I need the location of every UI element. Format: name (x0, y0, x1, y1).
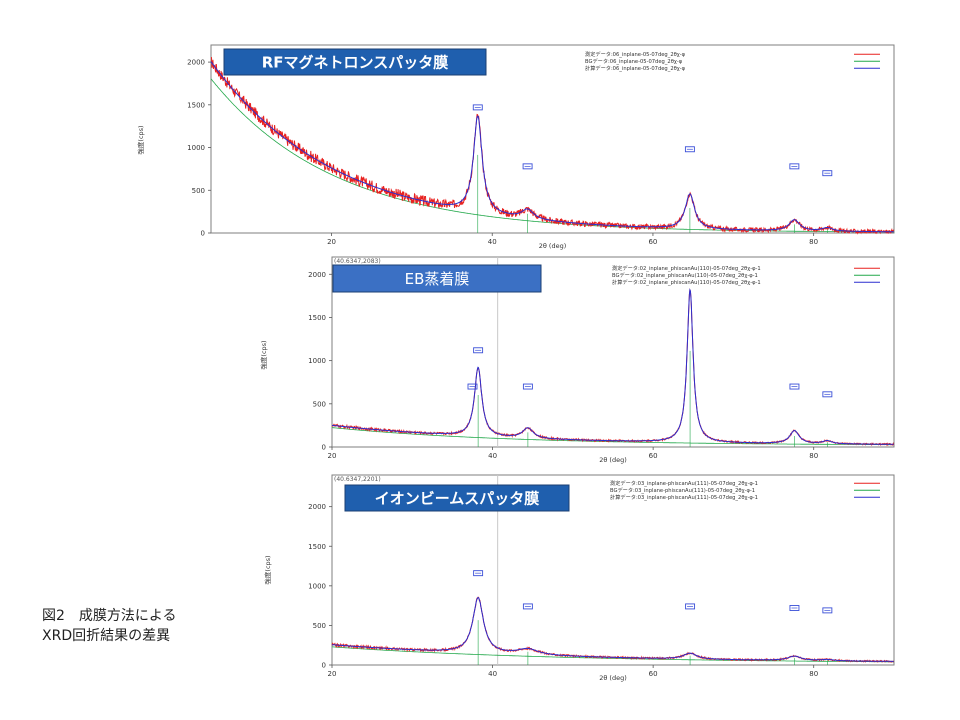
peak-marker-box (522, 163, 533, 170)
legend-entry-label: 計算データ:06_inplane-05-07deg_2θχ-φ (585, 64, 686, 72)
series-measured-line (210, 56, 895, 235)
peak-marker-box (522, 603, 533, 610)
y-tick-label: 0 (201, 230, 205, 238)
x-tick-label: 60 (649, 452, 658, 460)
legend-entry-label: BGデータ:02_inplane_phiscanAu(110)-05-07deg… (612, 271, 758, 279)
peak-marker-box (472, 104, 483, 111)
plot-frame (331, 474, 895, 666)
x-tick-label: 60 (648, 238, 657, 246)
x-tick-label: 80 (809, 238, 818, 246)
peak-marker-box (685, 603, 696, 610)
chart-eb-evaporation: (40.6347,2083) 0 500 1000 1500 2000 20 40 60 80 2θ… (259, 256, 895, 464)
caption-line-1: 図2 成膜方法による (42, 608, 177, 624)
plot-frame (331, 256, 895, 448)
peak-marker-box (522, 383, 533, 390)
x-tick-label: 40 (488, 670, 497, 678)
x-tick-label: 60 (649, 670, 658, 678)
label-box (223, 48, 487, 76)
figure-caption: 図2 成膜方法による XRD回折結果の差異 (42, 606, 242, 646)
x-tick-label: 40 (488, 452, 497, 460)
x-tick-label: 20 (328, 670, 337, 678)
x-axis-label: 2θ (deg) (539, 242, 567, 250)
label-box-text: RFマグネトロンスパッタ膜 (262, 54, 449, 72)
legend-entry-label: 計算データ:02_inplane_phiscanAu(110)-05-07deg… (612, 278, 761, 286)
y-tick-label: 500 (192, 187, 205, 195)
y-tick-label: 2000 (308, 271, 326, 279)
y-tick-label: 2000 (187, 59, 205, 67)
y-tick-label: 2000 (308, 503, 326, 511)
y-tick-label: 0 (322, 444, 326, 452)
series-calculated-line (332, 597, 894, 662)
y-axis-label: 強度(cps) (263, 555, 272, 584)
legend-entry-label: 計算データ:03_inplane-phiscanAu(111)-05-07deg… (610, 493, 758, 501)
series-measured-line (331, 288, 895, 447)
series-background-line (332, 427, 894, 446)
x-axis-label: 2θ (deg) (599, 456, 627, 464)
y-tick-label: 1000 (187, 144, 205, 152)
peak-marker-box (822, 607, 833, 614)
y-tick-label: 500 (313, 400, 326, 408)
legend-entry-label: BGデータ:06_inplane-05-07deg_2θχ-φ (585, 57, 683, 65)
series-background-line (331, 646, 894, 663)
y-tick-label: 500 (313, 622, 326, 630)
x-tick-label: 80 (809, 452, 818, 460)
series-calculated-line (210, 61, 894, 233)
y-axis-label: 強度(cps) (136, 125, 145, 154)
x-tick-label: 40 (488, 238, 497, 246)
label-box-text: EB蒸着膜 (405, 270, 470, 288)
peak-marker-box (473, 347, 484, 354)
y-tick-label: 1500 (308, 314, 326, 322)
peak-marker-box (467, 383, 478, 390)
caption-line-2: XRD回折結果の差異 (42, 628, 171, 644)
y-tick-label: 1000 (308, 357, 326, 365)
peak-marker-box (684, 146, 695, 153)
chart-rf-magnetron-sputter: 0 500 1000 1500 2000 20 40 60 80 2θ (deg) 強度(cps) 測… (136, 44, 895, 250)
coordinate-readout: (40.6347,2201) (334, 476, 381, 483)
plot-frame (210, 44, 895, 234)
y-tick-label: 1500 (308, 543, 326, 551)
y-axis-label: 強度(cps) (259, 340, 268, 369)
legend-entry-label: 測定データ:02_inplane_phiscanAu(110)-05-07deg… (612, 264, 761, 272)
y-tick-label: 0 (322, 662, 326, 670)
peak-marker-box (822, 391, 833, 398)
legend-entry-label: BGデータ:03_inplane-phiscanAu(111)-05-07deg… (610, 486, 755, 494)
coordinate-readout: (40.6347,2083) (334, 258, 381, 265)
series-calculated-line (331, 288, 894, 445)
x-tick-label: 20 (328, 452, 337, 460)
label-box (332, 264, 542, 293)
x-tick-label: 20 (327, 238, 336, 246)
y-tick-label: 1000 (308, 582, 326, 590)
series-background-line (210, 78, 894, 233)
legend-entry-label: 測定データ:03_inplane-phiscanAu(111)-05-07deg… (610, 479, 758, 487)
peak-marker-box (473, 570, 484, 577)
peak-marker-box (789, 163, 800, 170)
x-axis-label: 2θ (deg) (599, 674, 627, 682)
legend-entry-label: 測定データ:06_inplane-05-07deg_2θχ-φ (585, 50, 686, 58)
y-tick-label: 1500 (187, 101, 205, 109)
peak-marker-box (822, 170, 833, 177)
chart-ion-beam-sputter: (40.6347,2201) 0 500 1000 1500 2000 20 40 60 80 2θ… (263, 474, 895, 682)
x-tick-label: 80 (809, 670, 818, 678)
label-box (344, 484, 570, 512)
peak-marker-box (789, 383, 800, 390)
label-box-text: イオンビームスパッタ膜 (375, 490, 540, 508)
peak-marker-box (789, 605, 800, 611)
